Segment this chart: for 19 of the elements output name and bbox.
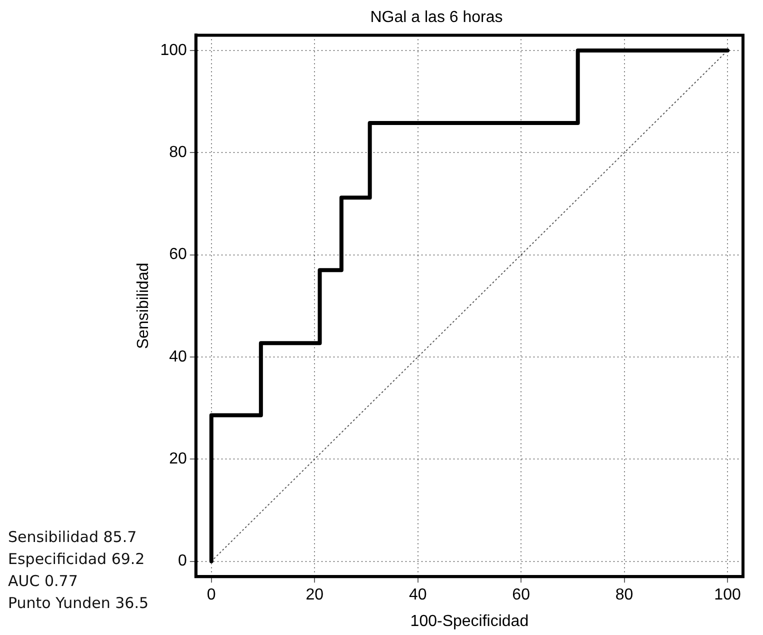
text: Sensibilidad 85.7 — [8, 527, 138, 548]
y-axis-title: Sensibilidad — [135, 262, 152, 350]
y-tick-label: 0 — [178, 552, 187, 570]
x-tick-label: 100 — [714, 586, 741, 604]
x-tick-label: 60 — [512, 586, 530, 604]
text: Punto Yunden 36.5 — [8, 593, 149, 614]
text: AUC 0.77 — [8, 571, 79, 592]
y-tick-label: 60 — [169, 246, 187, 264]
y-tick-label: 100 — [160, 42, 187, 59]
x-tick-label: 40 — [408, 586, 427, 604]
x-tick-label: 80 — [615, 586, 634, 604]
x-tick-label: 20 — [306, 586, 324, 604]
x-tick-label: 0 — [206, 586, 216, 604]
text: Especificidad 69.2 — [8, 549, 146, 570]
chart-title: NGal a las 6 horas — [370, 9, 503, 26]
y-tick-label: 20 — [169, 450, 187, 468]
y-tick-label: 80 — [169, 144, 187, 162]
y-tick-label: 40 — [169, 348, 187, 366]
x-axis-title: 100-Specificidad — [410, 612, 529, 630]
